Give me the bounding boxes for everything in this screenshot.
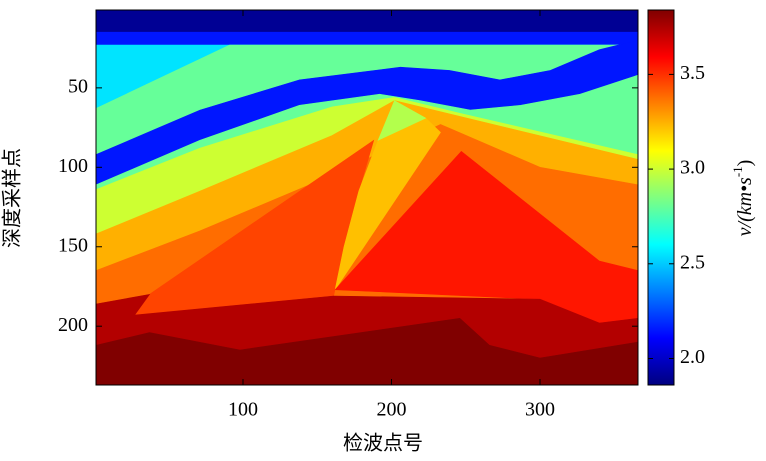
x-tick-label: 300 <box>525 399 555 421</box>
y-tick-label: 200 <box>58 314 88 336</box>
y-tick-label: 100 <box>58 155 88 177</box>
colorbar <box>647 9 675 386</box>
colorbar-tick-label: 2.0 <box>680 346 705 368</box>
y-tick-label: 150 <box>58 234 88 256</box>
x-tick-label: 100 <box>228 399 258 421</box>
plot-frame <box>95 9 639 386</box>
x-tick-label: 200 <box>377 399 407 421</box>
colorbar-tick-label: 2.5 <box>680 251 705 273</box>
colorbar-tick-label: 3.5 <box>680 62 705 84</box>
y-axis-label: 深度采样点 <box>1 148 24 248</box>
model-area <box>96 10 638 385</box>
colorbar-label-end: ) <box>734 160 756 167</box>
y-tick-label: 50 <box>68 75 88 97</box>
velocity-layer <box>96 317 638 385</box>
colorbar-label: v/(km•s-1) <box>730 160 756 237</box>
colorbar-tick-label: 3.0 <box>680 157 705 179</box>
velocity-layer <box>377 100 427 141</box>
colorbar-label-sup: -1 <box>730 166 745 177</box>
colorbar-label-main: v/(km•s <box>734 177 756 236</box>
x-axis-label: 检波点号 <box>343 432 423 455</box>
